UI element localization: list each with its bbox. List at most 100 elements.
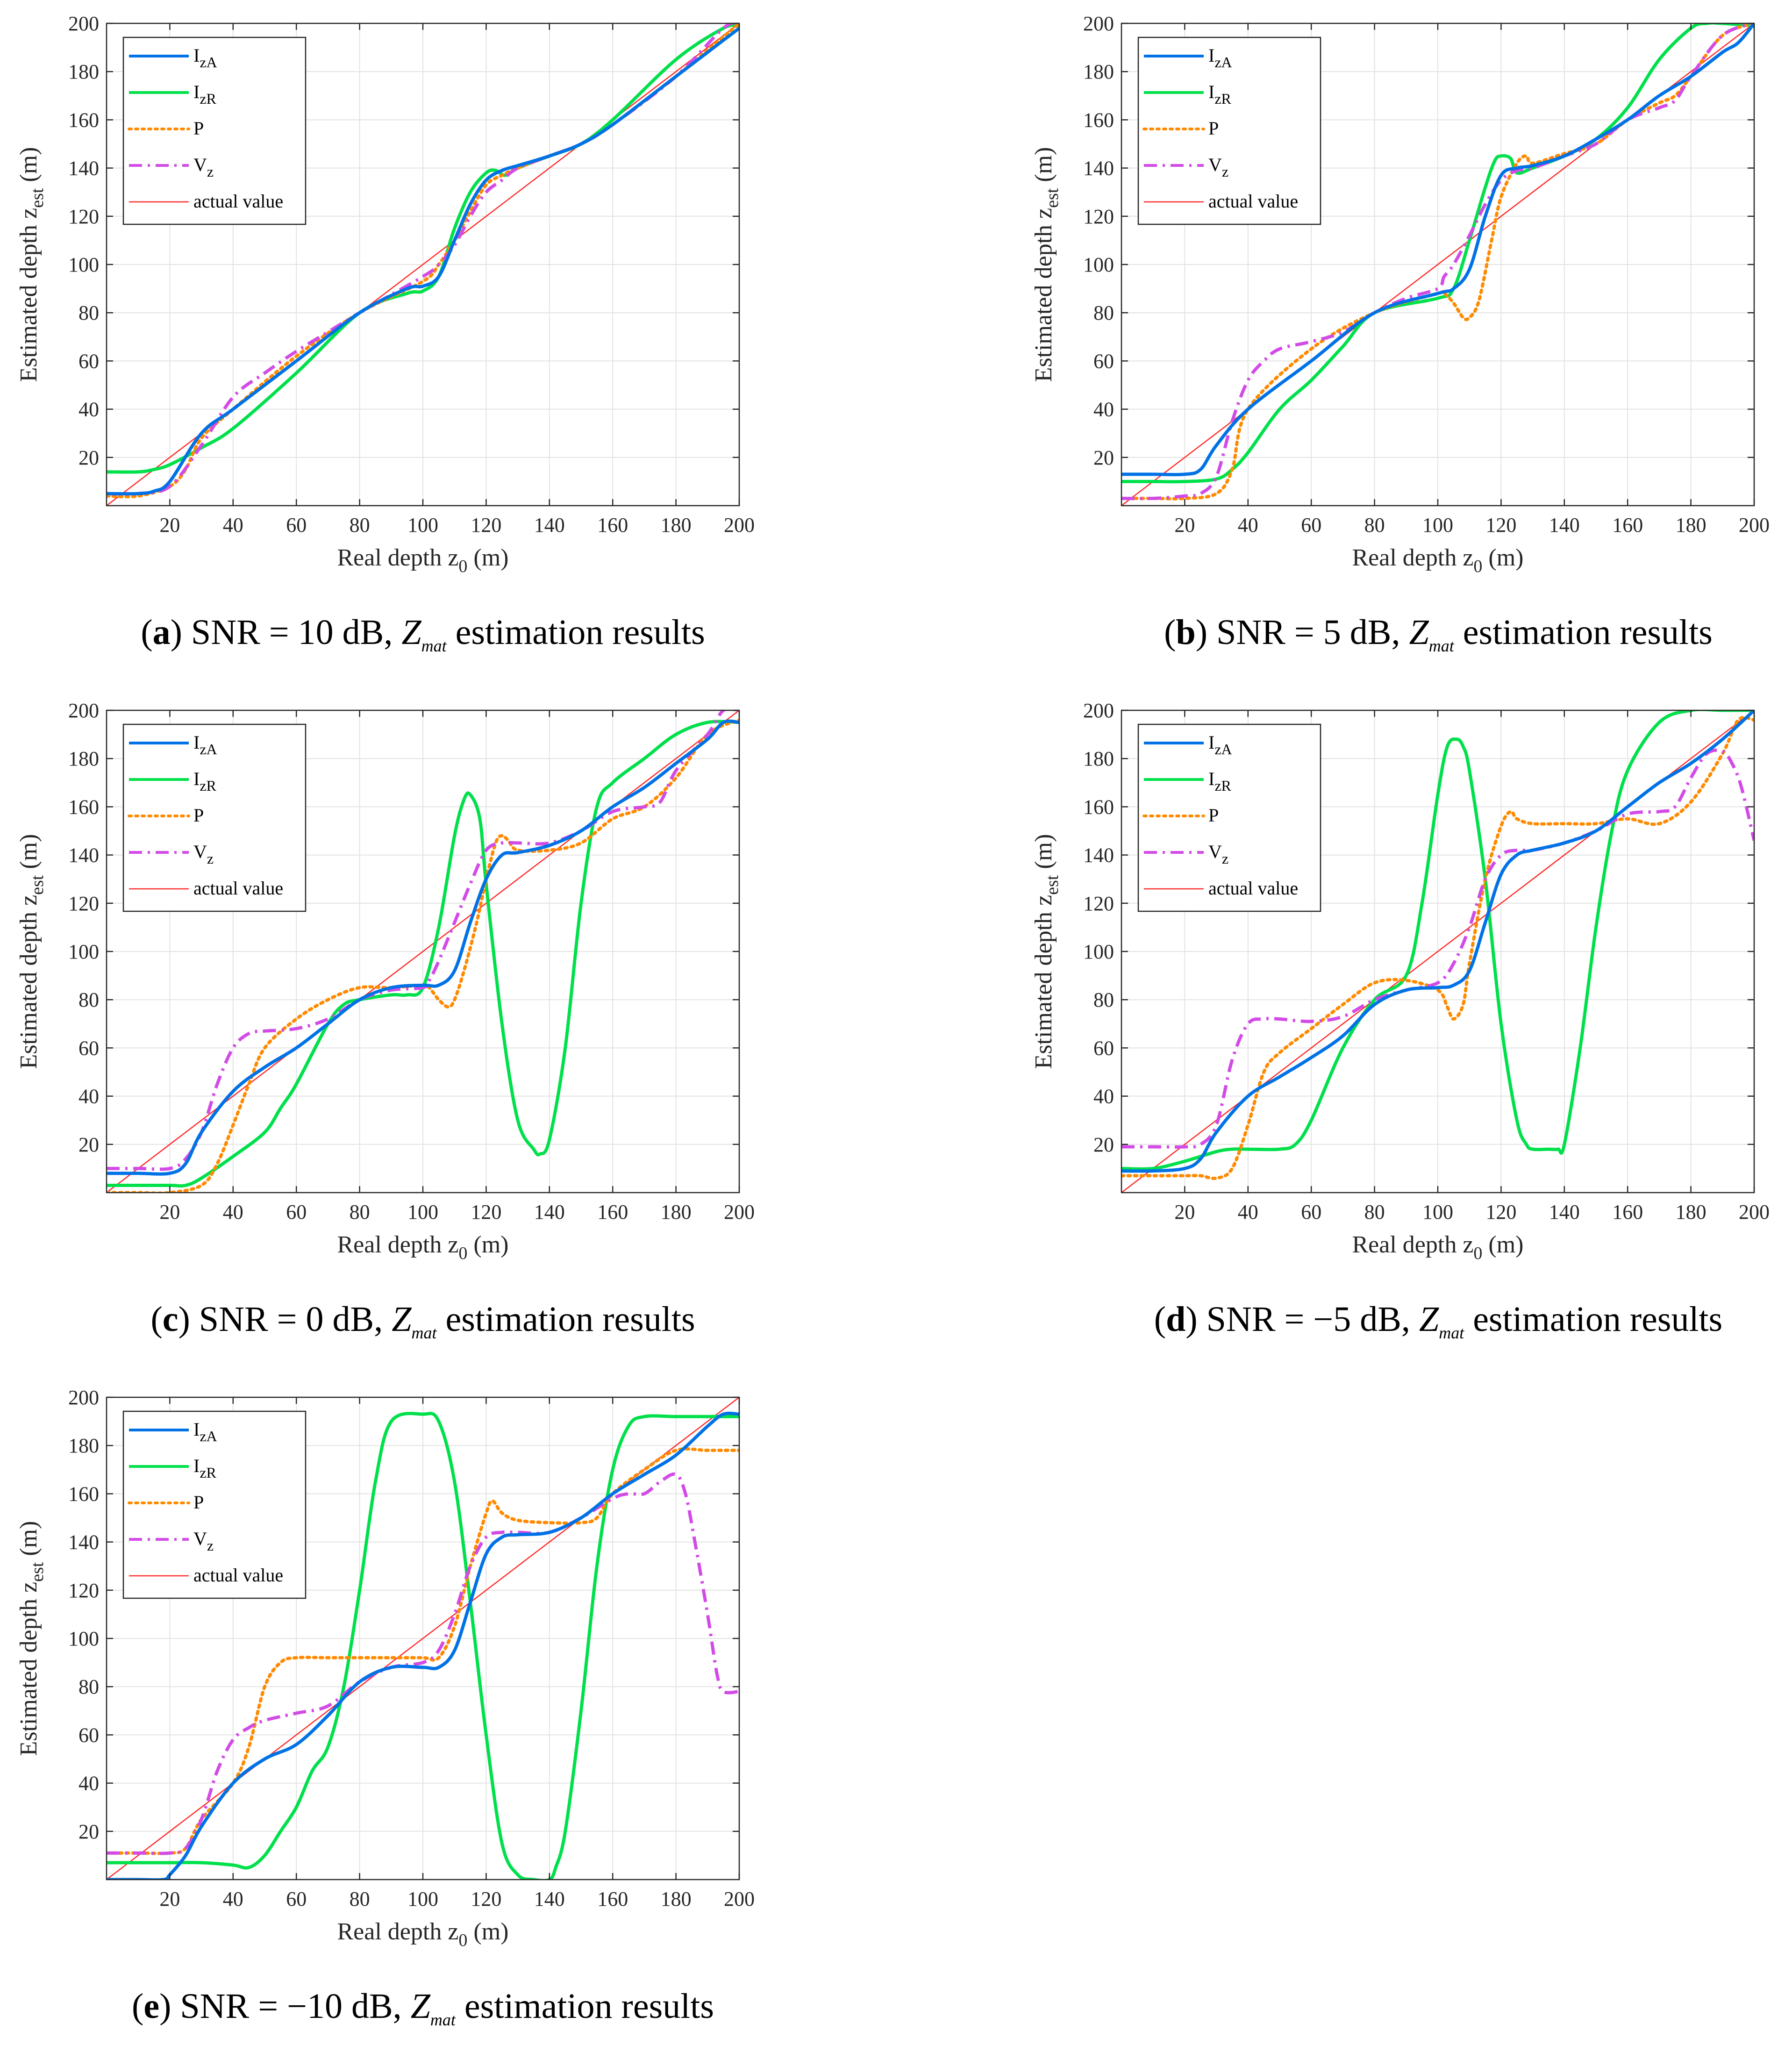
legend-label-p: P <box>1208 118 1219 139</box>
legend-label-p: P <box>193 118 204 139</box>
legend-label-vz: Vz <box>1208 841 1228 867</box>
x-tick-label: 120 <box>1485 514 1516 536</box>
y-tick-label: 60 <box>1093 1037 1114 1059</box>
series-line-izr <box>107 720 739 1188</box>
legend-label-vz: Vz <box>193 841 214 867</box>
x-axis-label: Real depth z0 (m) <box>337 544 509 576</box>
series-line-iza <box>1121 710 1754 1173</box>
x-tick-label: 100 <box>1422 514 1453 536</box>
y-tick-label: 200 <box>1083 699 1114 722</box>
y-tick-label: 60 <box>1093 350 1114 372</box>
legend-label-izr: IzR <box>193 81 217 107</box>
y-tick-label: 20 <box>79 446 99 469</box>
x-tick-label: 200 <box>1739 1201 1770 1223</box>
x-tick-label: 200 <box>724 514 755 536</box>
y-tick-label: 200 <box>68 699 99 722</box>
legend-label-actual: actual value <box>1208 191 1298 212</box>
x-tick-label: 160 <box>1612 514 1643 536</box>
x-tick-label: 120 <box>471 514 501 536</box>
x-tick-label: 60 <box>1301 1201 1321 1223</box>
x-tick-label: 60 <box>286 1201 307 1223</box>
legend-label-iza: IzA <box>193 1419 217 1444</box>
series-line-vz <box>1121 748 1754 1149</box>
legend-label-vz: Vz <box>193 154 214 180</box>
y-tick-label: 180 <box>68 1434 99 1457</box>
x-tick-label: 100 <box>407 1888 438 1910</box>
caption-b: (b) SNR = 5 dB, Zmat estimation results <box>1164 613 1713 655</box>
x-tick-label: 40 <box>223 514 243 536</box>
x-tick-label: 140 <box>534 1888 565 1910</box>
y-tick-label: 40 <box>1093 1085 1114 1108</box>
x-tick-label: 40 <box>1238 1201 1258 1223</box>
y-axis-label: Estimated depth zest (m) <box>15 834 47 1069</box>
y-tick-label: 20 <box>1093 446 1114 469</box>
chart-panel-e: 20 40 60 80 100 120 140 160 180 200 20 40 60 80 100 120… <box>15 1386 755 2029</box>
x-tick-label: 160 <box>597 1201 628 1223</box>
series-line-p <box>1121 23 1754 501</box>
x-tick-label: 140 <box>1549 1201 1580 1223</box>
legend: IzA IzR P Vz actual value <box>1137 36 1321 225</box>
series-line-izr <box>107 1412 739 1880</box>
x-tick-label: 120 <box>471 1888 501 1910</box>
y-tick-label: 160 <box>68 108 99 131</box>
legend-label-vz: Vz <box>193 1528 214 1554</box>
y-tick-label: 180 <box>1083 747 1114 770</box>
y-tick-label: 140 <box>68 1531 99 1554</box>
legend-label-iza: IzA <box>1208 732 1232 758</box>
legend-box <box>122 723 307 912</box>
y-tick-label: 120 <box>1083 892 1114 915</box>
legend-box <box>122 1410 307 1599</box>
y-tick-label: 200 <box>1083 12 1114 35</box>
y-tick-label: 140 <box>68 844 99 867</box>
x-tick-label: 20 <box>159 1888 180 1910</box>
y-tick-label: 180 <box>68 747 99 770</box>
y-tick-label: 140 <box>1083 844 1114 867</box>
series-line-izr <box>1121 710 1754 1171</box>
x-tick-label: 80 <box>1364 514 1385 536</box>
x-tick-label: 200 <box>1739 514 1770 536</box>
legend-label-iza: IzA <box>193 732 217 758</box>
x-tick-label: 180 <box>1676 1201 1706 1223</box>
y-tick-label: 100 <box>68 1627 99 1650</box>
series-group <box>1121 23 1754 506</box>
legend-label-p: P <box>193 1492 204 1513</box>
y-tick-label: 120 <box>1083 205 1114 228</box>
legend-label-actual: actual value <box>1208 878 1298 899</box>
y-tick-label: 160 <box>1083 795 1114 818</box>
y-tick-label: 20 <box>79 1133 99 1156</box>
y-tick-label: 160 <box>68 1482 99 1505</box>
series-line-p <box>107 1447 739 1855</box>
series-group <box>107 23 739 506</box>
series-group <box>107 1397 739 1880</box>
y-tick-label: 60 <box>79 1037 99 1059</box>
x-tick-label: 60 <box>1301 514 1321 536</box>
caption-c: (c) SNR = 0 dB, Zmat estimation results <box>150 1300 695 1342</box>
y-tick-label: 80 <box>79 988 99 1011</box>
chart-panel-d: 20 40 60 80 100 120 140 160 180 200 20 40 60 80 100 120… <box>1030 699 1770 1342</box>
y-tick-label: 180 <box>68 60 99 83</box>
legend-label-p: P <box>1208 805 1219 826</box>
y-tick-label: 200 <box>68 1386 99 1409</box>
y-tick-label: 140 <box>1083 157 1114 180</box>
x-axis-label: Real depth z0 (m) <box>337 1918 509 1950</box>
y-tick-label: 20 <box>79 1820 99 1843</box>
y-tick-label: 40 <box>1093 398 1114 421</box>
x-tick-label: 80 <box>350 1888 370 1910</box>
x-tick-label: 180 <box>661 514 692 536</box>
legend-label-iza: IzA <box>193 45 217 71</box>
x-tick-label: 140 <box>1549 514 1580 536</box>
y-tick-label: 120 <box>68 892 99 915</box>
chart-panel-b: 20 40 60 80 100 120 140 160 180 200 20 40 60 80 100 120… <box>1030 12 1770 655</box>
x-tick-label: 20 <box>159 514 180 536</box>
y-tick-label: 60 <box>79 1723 99 1746</box>
legend: IzA IzR P Vz actual value <box>122 36 307 225</box>
y-tick-label: 40 <box>79 1085 99 1108</box>
x-tick-label: 100 <box>1422 1201 1453 1223</box>
x-tick-label: 180 <box>661 1201 692 1223</box>
series-line-iza <box>1121 23 1754 477</box>
x-axis-label: Real depth z0 (m) <box>1352 544 1524 576</box>
y-tick-label: 120 <box>68 205 99 228</box>
x-tick-label: 120 <box>471 1201 501 1223</box>
y-tick-label: 100 <box>68 253 99 276</box>
y-tick-label: 60 <box>79 350 99 372</box>
